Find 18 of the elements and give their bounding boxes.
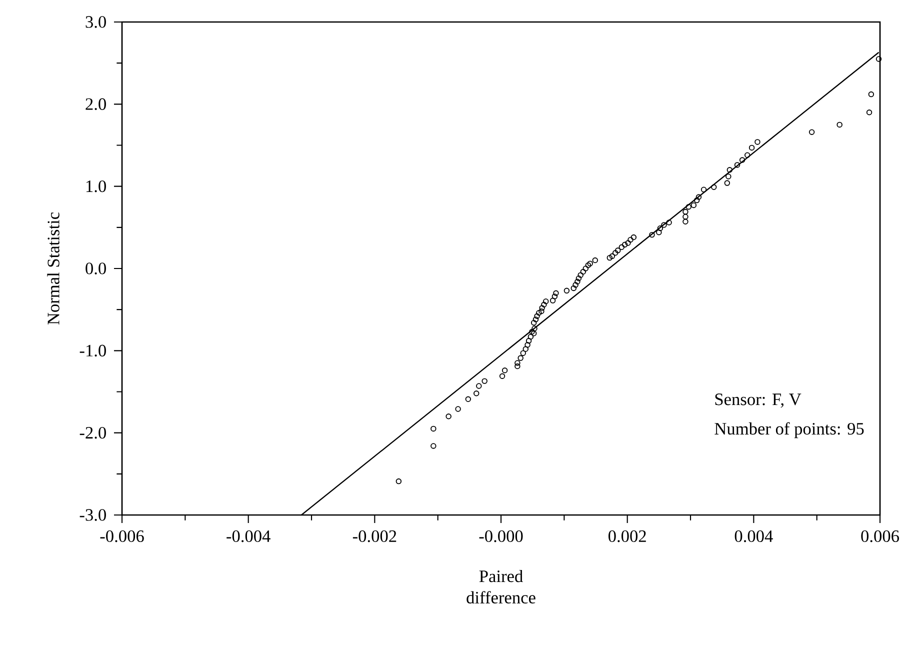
y-tick-label: 0.0 bbox=[86, 262, 106, 274]
y-tick-label: 1.0 bbox=[86, 180, 106, 192]
y-axis-title: Normal Statistic bbox=[47, 212, 60, 325]
annotation: Sensor: F, V bbox=[715, 394, 802, 408]
y-tick-label: -2.0 bbox=[80, 426, 106, 439]
x-tick-label: 0.002 bbox=[608, 530, 646, 542]
y-tick-label: 3.0 bbox=[86, 16, 106, 28]
x-axis-title: Paired difference bbox=[466, 570, 536, 604]
x-tick-label: 0.006 bbox=[861, 530, 899, 542]
x-tick-label: -0.002 bbox=[352, 530, 396, 542]
y-tick-label: -3.0 bbox=[80, 509, 106, 521]
x-tick-label: 0.004 bbox=[734, 530, 773, 542]
y-tick-label: -1.0 bbox=[80, 344, 106, 357]
y-tick-label: 2.0 bbox=[86, 98, 106, 110]
x-tick-label: -0.000 bbox=[479, 530, 523, 542]
x-tick-label: -0.006 bbox=[100, 530, 144, 542]
x-tick-label: -0.004 bbox=[226, 530, 270, 542]
annotation: Number of points: 95 bbox=[714, 422, 864, 438]
